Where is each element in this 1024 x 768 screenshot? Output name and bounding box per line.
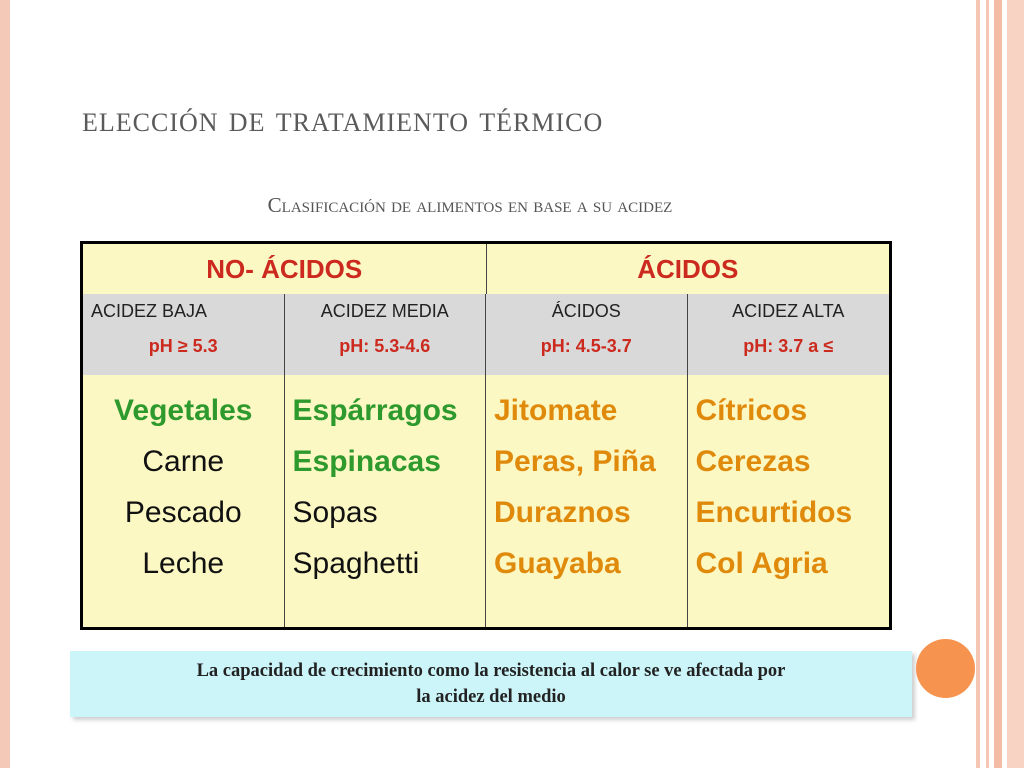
column-ph: pH: 4.5-3.7	[540, 336, 632, 356]
decorative-orange-circle	[916, 639, 975, 698]
note-box: La capacidad de crecimiento como la resi…	[70, 651, 912, 717]
acidity-table: NO- ÁCIDOS ÁCIDOS ACIDEZ BAJA pH ≥ 5.3 A…	[80, 241, 892, 630]
food-item: Encurtidos	[695, 496, 853, 529]
food-item: Jitomate	[494, 394, 618, 427]
food-item: Col Agria	[695, 547, 828, 580]
left-decorative-bar	[0, 0, 10, 768]
food-item: Duraznos	[494, 496, 631, 529]
table-foods-row: Vegetales Carne Pescado Leche Espárragos…	[83, 375, 889, 627]
food-item: Peras, Piña	[494, 445, 656, 478]
foods-cell-acidez-baja: Vegetales Carne Pescado Leche	[83, 375, 285, 627]
table-group-header-row: NO- ÁCIDOS ÁCIDOS	[83, 244, 889, 295]
food-item: Vegetales	[114, 394, 253, 427]
foods-cell-acidos: Jitomate Peras, Piña Duraznos Guayaba	[486, 375, 688, 627]
column-name: ACIDEZ BAJA	[91, 301, 208, 321]
column-ph: pH ≥ 5.3	[148, 336, 218, 356]
column-header-acidos: ÁCIDOS pH: 4.5-3.7	[486, 294, 688, 375]
food-item: Carne	[142, 445, 225, 478]
food-item: Espárragos	[292, 394, 458, 427]
food-item: Pescado	[124, 496, 242, 529]
column-header-acidez-alta: ACIDEZ ALTA pH: 3.7 a ≤	[688, 294, 890, 375]
foods-cell-acidez-media: Espárragos Espinacas Sopas Spaghetti	[285, 375, 486, 627]
group-header-acidos: ÁCIDOS	[637, 253, 739, 284]
food-item: Sopas	[292, 496, 378, 529]
food-item: Cerezas	[695, 445, 811, 478]
column-ph: pH: 5.3-4.6	[339, 336, 431, 356]
food-item: Leche	[142, 547, 225, 580]
foods-cell-acidez-alta: Cítricos Cerezas Encurtidos Col Agria	[688, 375, 890, 627]
slide-subtitle: Clasificación de alimentos en base a su …	[267, 193, 673, 217]
slide-title: elección de tratamiento térmico	[82, 99, 604, 140]
right-decorative-stripes	[976, 0, 1024, 768]
column-header-acidez-media: ACIDEZ MEDIA pH: 5.3-4.6	[285, 294, 486, 375]
column-name: ACIDEZ ALTA	[732, 301, 845, 321]
food-item: Guayaba	[494, 547, 621, 580]
column-name: ACIDEZ MEDIA	[320, 301, 449, 321]
food-item: Espinacas	[292, 445, 441, 478]
note-line-1: La capacidad de crecimiento como la resi…	[196, 661, 786, 681]
table-subheader-row: ACIDEZ BAJA pH ≥ 5.3 ACIDEZ MEDIA pH: 5.…	[83, 294, 889, 377]
column-name: ÁCIDOS	[551, 301, 621, 321]
column-header-acidez-baja: ACIDEZ BAJA pH ≥ 5.3	[83, 294, 285, 375]
group-header-no-acidos: NO- ÁCIDOS	[83, 244, 487, 294]
food-item: Spaghetti	[292, 547, 420, 580]
column-ph: pH: 3.7 a ≤	[743, 336, 834, 356]
note-line-2: la acidez del medio	[416, 687, 566, 707]
food-item: Cítricos	[695, 394, 808, 427]
